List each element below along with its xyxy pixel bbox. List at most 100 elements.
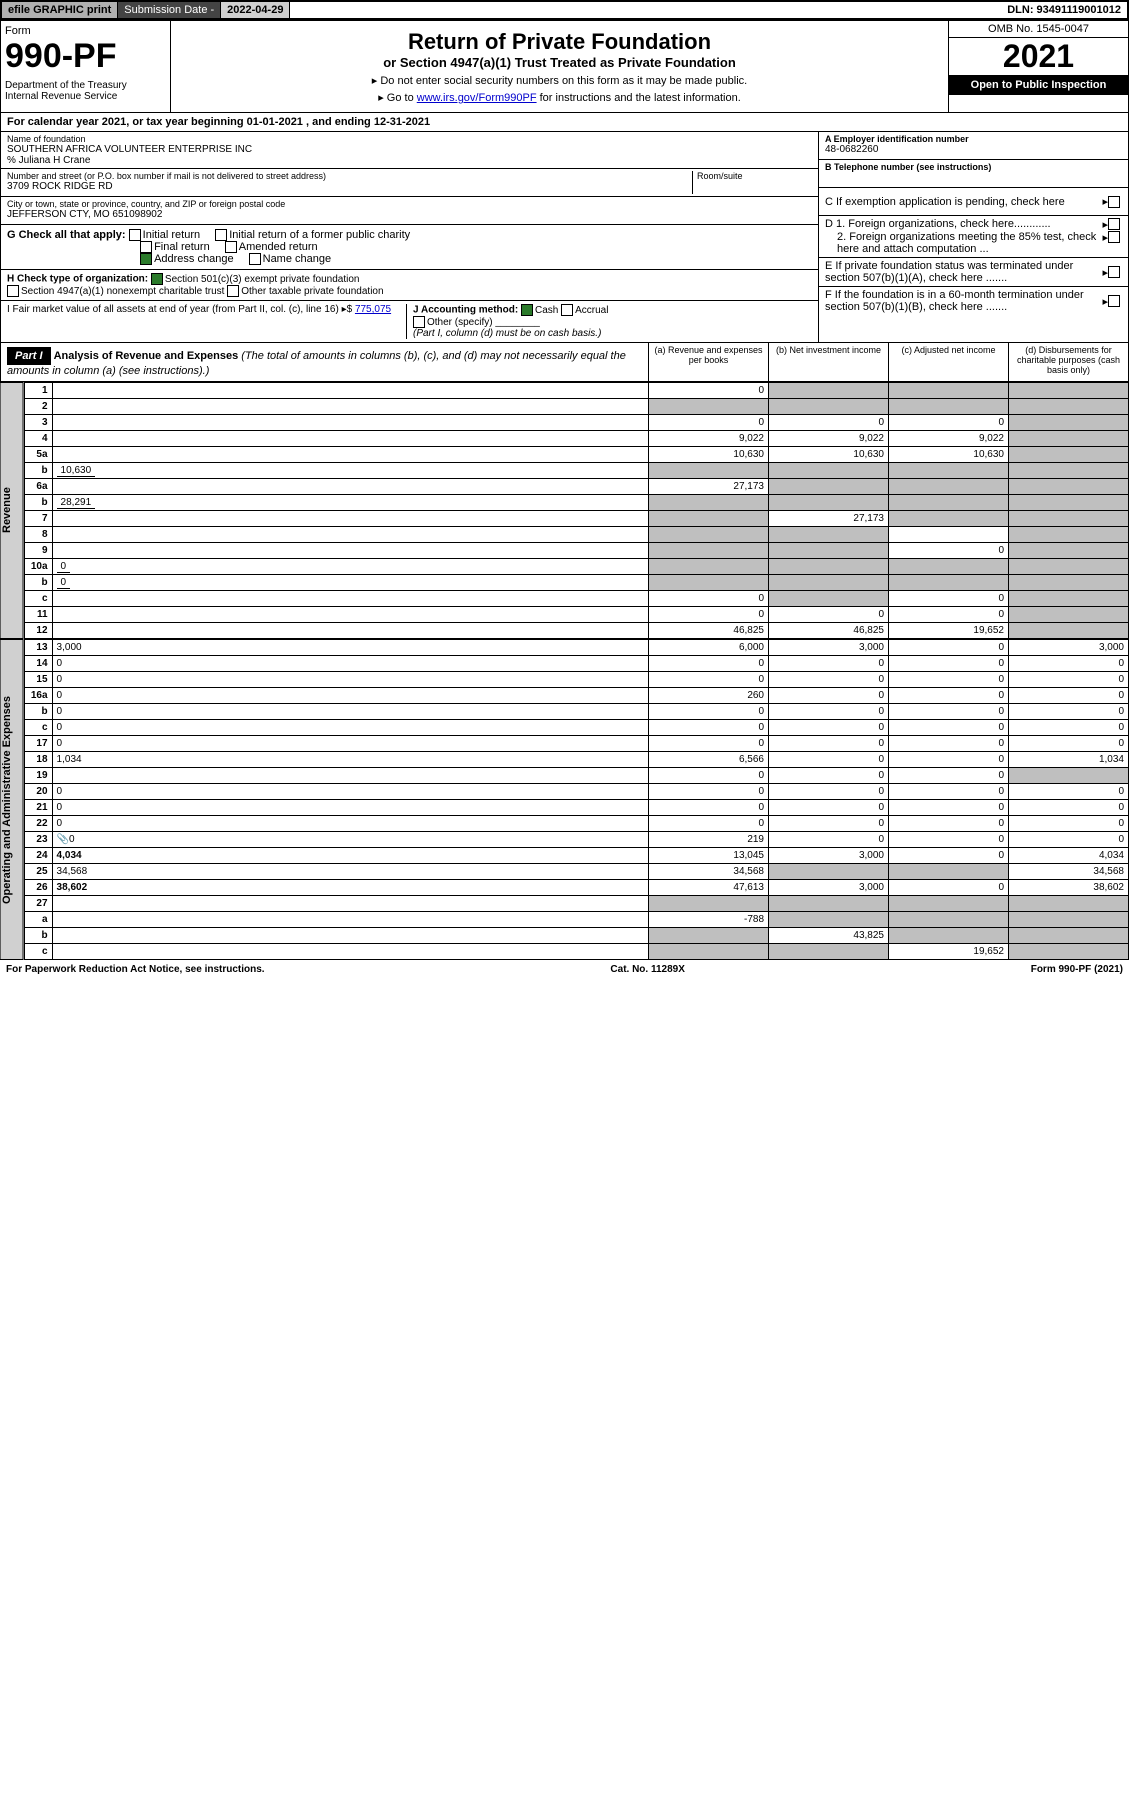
d1-label: D 1. Foreign organizations, check here..… bbox=[825, 218, 1102, 231]
cell-value bbox=[1009, 479, 1129, 495]
cell-value: 0 bbox=[889, 672, 1009, 688]
cell-value: 10,630 bbox=[649, 447, 769, 463]
f-row: F If the foundation is in a 60-month ter… bbox=[819, 287, 1128, 315]
check-initial[interactable]: Initial return bbox=[129, 229, 200, 241]
check-e[interactable] bbox=[1108, 266, 1120, 278]
instruction-1: ▸ Do not enter social security numbers o… bbox=[179, 74, 940, 87]
cell-value: 0 bbox=[769, 704, 889, 720]
line-description: 0 bbox=[52, 688, 648, 704]
cell-value: 0 bbox=[889, 832, 1009, 848]
cell-value: 3,000 bbox=[1009, 640, 1129, 656]
cell-value: 0 bbox=[649, 672, 769, 688]
cell-value bbox=[769, 912, 889, 928]
checkmark-icon bbox=[140, 253, 152, 265]
dln-value: DLN: 93491119001012 bbox=[1001, 2, 1127, 18]
c-label: C If exemption application is pending, c… bbox=[825, 196, 1102, 208]
calyear-end: 12-31-2021 bbox=[374, 116, 430, 128]
check-f[interactable] bbox=[1108, 295, 1120, 307]
part1-title-cell: Part I Analysis of Revenue and Expenses … bbox=[1, 343, 648, 381]
cell-value: 0 bbox=[889, 543, 1009, 559]
cell-value bbox=[769, 944, 889, 960]
check-other-method[interactable]: Other (specify) bbox=[413, 317, 493, 328]
cell-value: 3,000 bbox=[769, 880, 889, 896]
cell-value: 0 bbox=[1009, 672, 1129, 688]
foundation-name: SOUTHERN AFRICA VOLUNTEER ENTERPRISE INC bbox=[7, 144, 812, 155]
line-description: 0 bbox=[52, 704, 648, 720]
cell-value: 0 bbox=[649, 656, 769, 672]
top-bar: efile GRAPHIC print Submission Date - 20… bbox=[0, 0, 1129, 20]
check-amended[interactable]: Amended return bbox=[225, 241, 318, 253]
cell-value: 0 bbox=[1009, 800, 1129, 816]
cell-value: 0 bbox=[769, 752, 889, 768]
page-footer: For Paperwork Reduction Act Notice, see … bbox=[0, 960, 1129, 979]
cell-value: 10,630 bbox=[889, 447, 1009, 463]
check-501c3[interactable]: Section 501(c)(3) exempt private foundat… bbox=[151, 274, 360, 285]
check-d2[interactable] bbox=[1108, 231, 1120, 243]
line-number: a bbox=[24, 912, 52, 928]
table-row: 2100000 bbox=[24, 800, 1128, 816]
cell-value: 0 bbox=[769, 800, 889, 816]
check-address[interactable]: Address change bbox=[140, 253, 234, 265]
col-d-header: (d) Disbursements for charitable purpose… bbox=[1008, 343, 1128, 381]
table-row: b 28,291 bbox=[24, 495, 1128, 511]
cell-value bbox=[649, 399, 769, 415]
cell-value: 0 bbox=[1009, 832, 1129, 848]
cell-value: 34,568 bbox=[1009, 864, 1129, 880]
j-note: (Part I, column (d) must be on cash basi… bbox=[413, 328, 601, 339]
line-description: 0 bbox=[52, 816, 648, 832]
check-other-taxable[interactable]: Other taxable private foundation bbox=[227, 286, 383, 297]
cell-value: 0 bbox=[649, 415, 769, 431]
table-row: 2200000 bbox=[24, 816, 1128, 832]
check-accrual[interactable]: Accrual bbox=[561, 305, 608, 316]
cell-value: 0 bbox=[889, 880, 1009, 896]
check-final[interactable]: Final return bbox=[140, 241, 210, 253]
header-middle: Return of Private Foundation or Section … bbox=[171, 21, 948, 112]
cell-value: 46,825 bbox=[649, 623, 769, 639]
line-number: c bbox=[24, 591, 52, 607]
table-row: 3000 bbox=[24, 415, 1128, 431]
line-number: 18 bbox=[24, 752, 52, 768]
line-number: 23 bbox=[24, 832, 52, 848]
ein-row: A Employer identification number 48-0682… bbox=[819, 132, 1128, 160]
table-row: 2534,56834,56834,568 bbox=[24, 864, 1128, 880]
line-number: 15 bbox=[24, 672, 52, 688]
cell-value: 0 bbox=[769, 672, 889, 688]
line-number: 10a bbox=[24, 559, 52, 575]
line-description bbox=[52, 768, 648, 784]
line-number: 5a bbox=[24, 447, 52, 463]
check-initial-former[interactable]: Initial return of a former public charit… bbox=[215, 229, 410, 241]
line-description bbox=[52, 607, 648, 623]
check-d1[interactable] bbox=[1108, 218, 1120, 230]
cell-value: 6,000 bbox=[649, 640, 769, 656]
cell-value: 6,566 bbox=[649, 752, 769, 768]
expenses-section: Operating and Administrative Expenses 13… bbox=[0, 639, 1129, 960]
check-4947[interactable]: Section 4947(a)(1) nonexempt charitable … bbox=[7, 286, 224, 297]
addr-label: Number and street (or P.O. box number if… bbox=[7, 171, 692, 181]
i-block: I Fair market value of all assets at end… bbox=[7, 304, 406, 339]
check-cash[interactable]: Cash bbox=[521, 305, 558, 316]
line-number: 2 bbox=[24, 399, 52, 415]
check-c[interactable] bbox=[1108, 196, 1120, 208]
check-name[interactable]: Name change bbox=[249, 253, 332, 265]
table-row: b43,825 bbox=[24, 928, 1128, 944]
table-row: 2000000 bbox=[24, 784, 1128, 800]
g-checks: G Check all that apply: Initial return I… bbox=[1, 225, 818, 270]
table-row: 16a0260000 bbox=[24, 688, 1128, 704]
cell-value: 219 bbox=[649, 832, 769, 848]
cell-value bbox=[769, 463, 889, 479]
part1-title: Analysis of Revenue and Expenses bbox=[54, 350, 239, 362]
cell-value bbox=[889, 864, 1009, 880]
cell-value: 0 bbox=[649, 784, 769, 800]
cell-value bbox=[1009, 928, 1129, 944]
checkmark-icon bbox=[151, 273, 163, 285]
e-label: E If private foundation status was termi… bbox=[825, 260, 1102, 284]
cell-value bbox=[1009, 575, 1129, 591]
form-link[interactable]: www.irs.gov/Form990PF bbox=[417, 92, 537, 104]
inline-value: 10,630 bbox=[57, 465, 96, 477]
table-row: 10a 0 bbox=[24, 559, 1128, 575]
cell-value: 38,602 bbox=[1009, 880, 1129, 896]
line-number: b bbox=[24, 575, 52, 591]
cell-value: 0 bbox=[769, 720, 889, 736]
attachment-icon[interactable]: 📎 bbox=[57, 834, 69, 845]
cell-value bbox=[649, 928, 769, 944]
